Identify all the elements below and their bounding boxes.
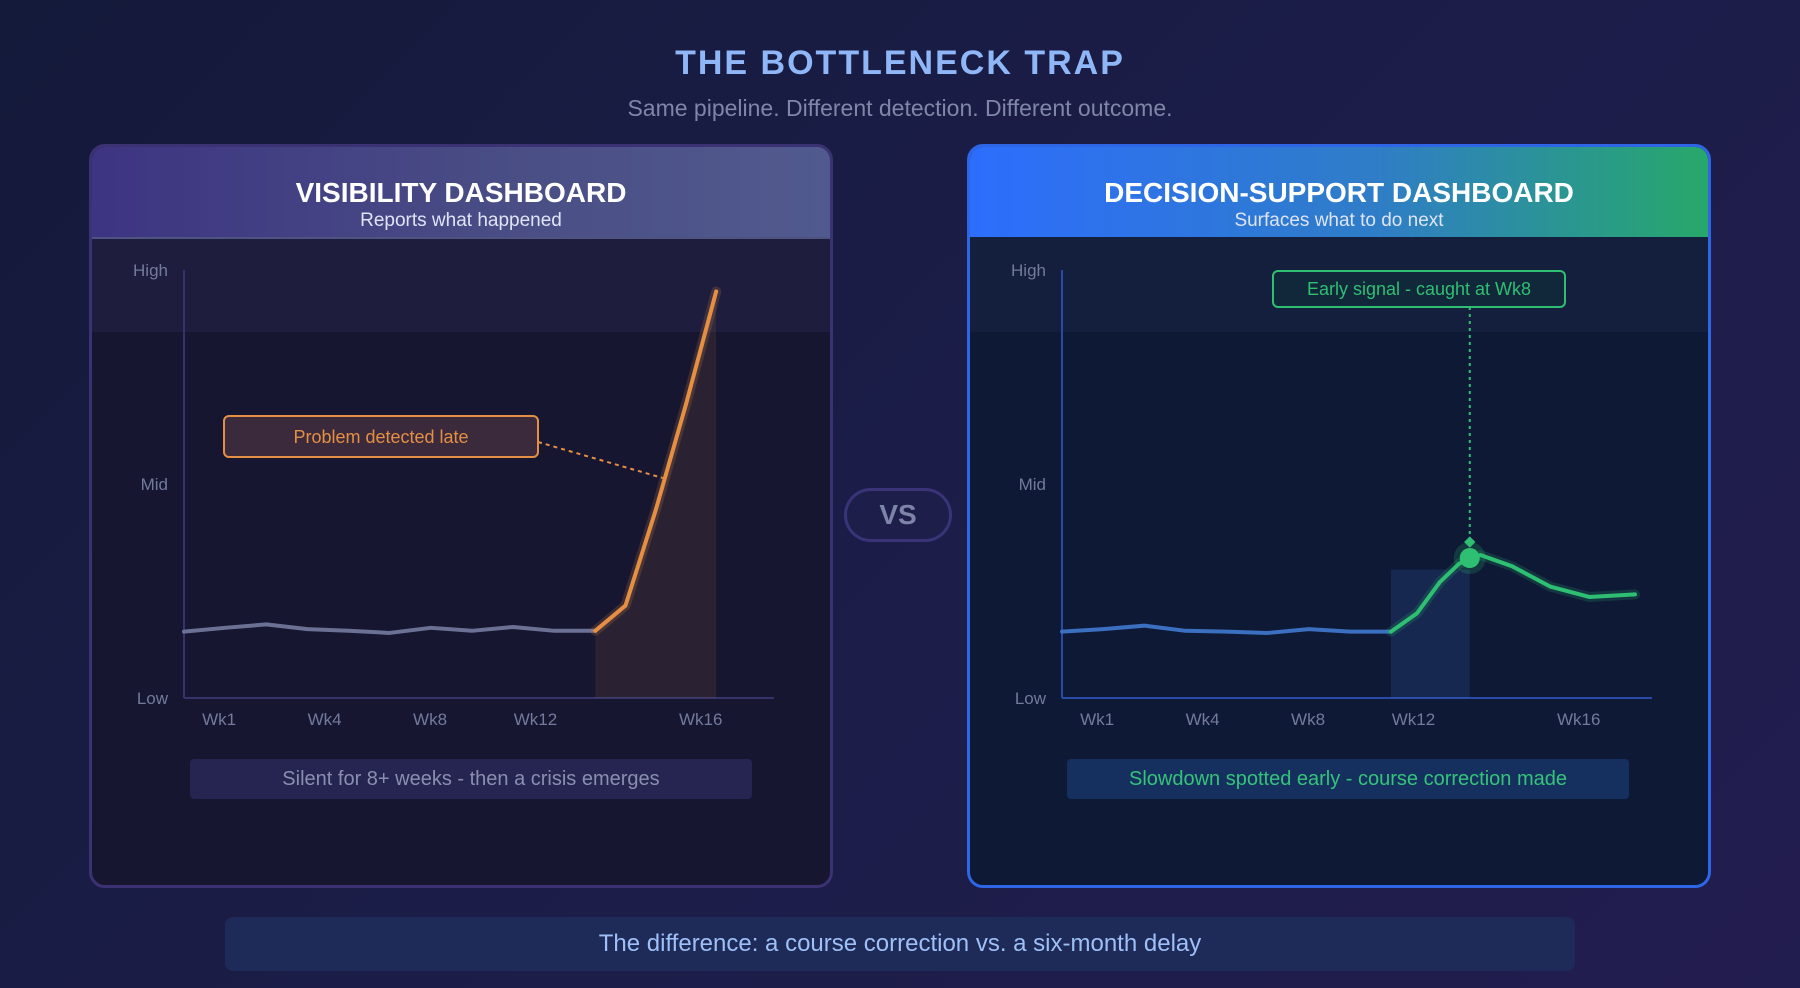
y-tick-label: High bbox=[133, 261, 168, 280]
signal-line bbox=[1389, 553, 1637, 634]
y-tick-label: Low bbox=[137, 689, 169, 708]
x-tick-label: Wk4 bbox=[1186, 710, 1220, 729]
x-tick-label: Wk12 bbox=[1392, 710, 1435, 729]
annotation-box bbox=[1272, 270, 1566, 308]
annotation-leader bbox=[537, 441, 664, 479]
panel-subtitle: Reports what happened bbox=[360, 210, 562, 231]
chart-caption: Slowdown spotted early - course correcti… bbox=[1067, 759, 1629, 799]
x-tick-label: Wk12 bbox=[514, 710, 557, 729]
decision-support-chart: High Mid Low Wk1 Wk4 Wk8 Wk12 Wk16 Early signal … bbox=[970, 237, 1708, 729]
annotation-text: Early signal - caught at Wk8 bbox=[1307, 279, 1531, 299]
x-tick-label: Wk1 bbox=[202, 710, 236, 729]
panel-subtitle: Surfaces what to do next bbox=[1234, 210, 1444, 231]
x-tick-label: Wk16 bbox=[679, 710, 722, 729]
visibility-dashboard-panel: VISIBILITY DASHBOARD Reports what happen… bbox=[89, 144, 833, 888]
page-title: THE BOTTLENECK TRAP bbox=[675, 44, 1125, 82]
visibility-chart: High Mid Low Wk1 Wk4 Wk8 Wk12 Wk16 Problem detec… bbox=[92, 237, 830, 729]
annotation-box bbox=[223, 415, 539, 458]
decision-support-dashboard-panel: DECISION-SUPPORT DASHBOARD Surfaces what… bbox=[967, 144, 1711, 888]
y-tick-label: Mid bbox=[141, 475, 168, 494]
crisis-area bbox=[595, 291, 717, 698]
baseline-line bbox=[1060, 623, 1394, 635]
panel-title: DECISION-SUPPORT DASHBOARD bbox=[1104, 177, 1574, 208]
panel-header: VISIBILITY DASHBOARD Reports what happen… bbox=[92, 147, 830, 239]
chart-caption: Silent for 8+ weeks - then a crisis emer… bbox=[190, 759, 752, 799]
baseline-line bbox=[182, 622, 598, 635]
panel-title: VISIBILITY DASHBOARD bbox=[295, 177, 627, 208]
signal-diamond bbox=[1464, 536, 1476, 548]
footer-banner: The difference: a course correction vs. … bbox=[225, 917, 1575, 971]
x-tick-label: Wk8 bbox=[413, 710, 447, 729]
header-glow-band bbox=[92, 237, 830, 332]
x-tick-label: Wk1 bbox=[1080, 710, 1114, 729]
panel-header: DECISION-SUPPORT DASHBOARD Surfaces what… bbox=[970, 147, 1708, 237]
signal-marker bbox=[1459, 548, 1480, 569]
annotation-text: Problem detected late bbox=[293, 427, 468, 447]
y-tick-label: High bbox=[1011, 261, 1046, 280]
crisis-line bbox=[593, 289, 719, 633]
x-tick-label: Wk4 bbox=[308, 710, 342, 729]
x-tick-label: Wk8 bbox=[1291, 710, 1325, 729]
vs-badge: VS bbox=[844, 488, 952, 542]
x-tick-label: Wk16 bbox=[1557, 710, 1600, 729]
y-tick-label: Mid bbox=[1019, 475, 1046, 494]
y-tick-label: Low bbox=[1015, 689, 1047, 708]
page-subtitle: Same pipeline. Different detection. Diff… bbox=[627, 95, 1173, 121]
detection-window-shade bbox=[1391, 569, 1470, 698]
